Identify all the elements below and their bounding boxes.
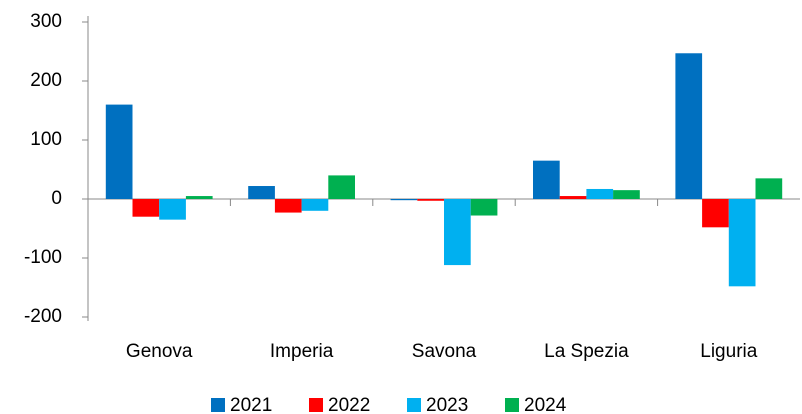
bar: [559, 196, 587, 199]
x-tick-label: Imperia: [270, 341, 334, 362]
legend-swatch: [505, 398, 519, 412]
bar: [586, 188, 614, 199]
x-tick-label: Savona: [412, 341, 477, 362]
bar: [613, 190, 640, 199]
bar: [274, 199, 302, 213]
legend-label: 2021: [230, 395, 272, 414]
bar: [185, 196, 213, 199]
legend-swatch: [407, 398, 421, 412]
x-tick-label: La Spezia: [544, 341, 629, 362]
y-tick-label: -100: [24, 247, 62, 268]
y-tick-label: 0: [51, 188, 62, 209]
x-tick-label: Liguria: [700, 341, 757, 362]
bar: [533, 160, 560, 199]
x-tick-label: Genova: [126, 341, 193, 362]
bar: [702, 199, 729, 228]
bar: [132, 199, 160, 217]
bar: [755, 178, 783, 199]
bar: [675, 53, 703, 199]
legend-swatch: [211, 398, 225, 412]
legend-label: 2024: [524, 395, 567, 414]
legend-label: 2022: [328, 395, 370, 414]
bar: [328, 175, 355, 199]
legend-label: 2023: [426, 395, 468, 414]
bar: [417, 199, 444, 201]
y-tick-label: 100: [30, 129, 62, 150]
bar: [159, 199, 186, 220]
y-tick-label: 300: [30, 11, 62, 32]
bar: [728, 199, 756, 287]
y-tick-label: 200: [30, 70, 62, 91]
bar: [105, 104, 133, 199]
bar: [301, 199, 329, 211]
bar: [248, 186, 275, 199]
legend-swatch: [309, 398, 323, 412]
bar: [444, 199, 471, 266]
bar: [470, 199, 498, 216]
bar: [390, 199, 418, 201]
y-tick-label: -200: [24, 306, 62, 327]
